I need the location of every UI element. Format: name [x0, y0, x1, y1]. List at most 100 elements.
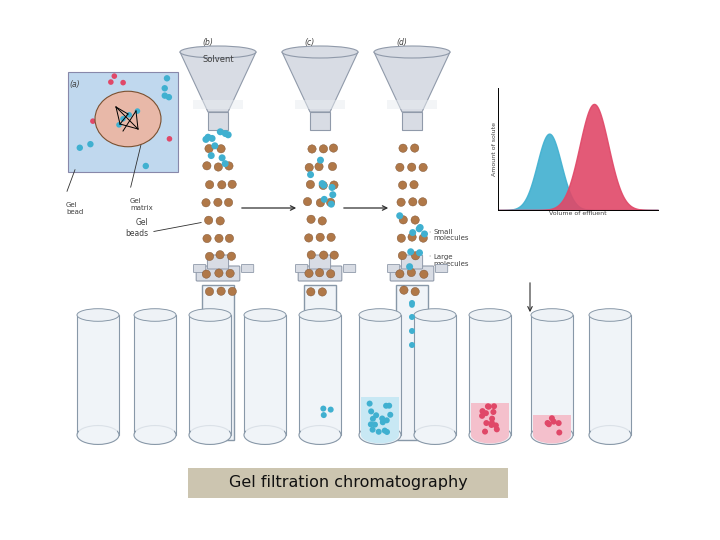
- FancyBboxPatch shape: [533, 419, 571, 435]
- Circle shape: [419, 163, 427, 172]
- Circle shape: [387, 412, 393, 418]
- Circle shape: [411, 252, 420, 260]
- Circle shape: [410, 144, 419, 152]
- FancyBboxPatch shape: [361, 397, 399, 435]
- Circle shape: [222, 160, 229, 167]
- Text: Gel
matrix: Gel matrix: [130, 198, 153, 211]
- FancyBboxPatch shape: [295, 100, 345, 109]
- Circle shape: [316, 199, 325, 207]
- Circle shape: [216, 217, 225, 225]
- Circle shape: [204, 134, 212, 141]
- Circle shape: [320, 406, 326, 411]
- FancyBboxPatch shape: [295, 265, 307, 273]
- Circle shape: [305, 164, 313, 172]
- Ellipse shape: [414, 309, 456, 321]
- Circle shape: [205, 145, 213, 153]
- Ellipse shape: [361, 427, 399, 443]
- Circle shape: [101, 128, 107, 133]
- FancyBboxPatch shape: [402, 255, 423, 269]
- Ellipse shape: [374, 46, 450, 58]
- Circle shape: [384, 429, 390, 435]
- Circle shape: [399, 144, 408, 152]
- Circle shape: [308, 145, 316, 153]
- FancyBboxPatch shape: [304, 285, 336, 440]
- Circle shape: [202, 270, 210, 278]
- FancyBboxPatch shape: [134, 315, 176, 435]
- Circle shape: [397, 234, 405, 242]
- Circle shape: [419, 234, 428, 242]
- FancyBboxPatch shape: [310, 112, 330, 130]
- Circle shape: [142, 111, 148, 117]
- Circle shape: [143, 163, 149, 169]
- Ellipse shape: [359, 426, 401, 444]
- Circle shape: [76, 145, 83, 151]
- Circle shape: [145, 134, 152, 141]
- Circle shape: [316, 233, 324, 241]
- Circle shape: [479, 413, 485, 419]
- Circle shape: [328, 163, 337, 171]
- FancyBboxPatch shape: [469, 315, 511, 435]
- Ellipse shape: [95, 91, 161, 147]
- Y-axis label: Amount of solute: Amount of solute: [492, 122, 497, 176]
- Circle shape: [328, 407, 333, 413]
- Circle shape: [408, 233, 416, 241]
- Ellipse shape: [189, 426, 231, 444]
- Circle shape: [228, 252, 235, 260]
- Ellipse shape: [469, 309, 511, 321]
- Circle shape: [328, 201, 335, 208]
- Circle shape: [215, 234, 223, 242]
- Circle shape: [205, 180, 214, 189]
- Ellipse shape: [134, 426, 176, 444]
- Circle shape: [112, 131, 119, 138]
- FancyBboxPatch shape: [196, 266, 240, 281]
- Circle shape: [379, 415, 385, 422]
- Circle shape: [207, 152, 215, 159]
- Circle shape: [382, 428, 388, 434]
- FancyBboxPatch shape: [387, 265, 400, 273]
- Circle shape: [408, 163, 416, 171]
- Circle shape: [202, 136, 210, 143]
- FancyBboxPatch shape: [533, 415, 571, 435]
- Circle shape: [147, 102, 153, 108]
- Circle shape: [399, 215, 408, 224]
- Circle shape: [409, 314, 415, 320]
- FancyBboxPatch shape: [241, 265, 253, 273]
- FancyBboxPatch shape: [402, 112, 422, 130]
- Circle shape: [205, 252, 214, 261]
- FancyBboxPatch shape: [191, 419, 229, 435]
- Circle shape: [489, 420, 495, 426]
- Circle shape: [307, 288, 315, 296]
- Circle shape: [556, 420, 562, 426]
- Circle shape: [370, 416, 376, 422]
- Circle shape: [166, 94, 172, 100]
- Circle shape: [217, 129, 224, 136]
- Circle shape: [417, 224, 423, 231]
- FancyBboxPatch shape: [68, 72, 178, 172]
- Circle shape: [409, 300, 415, 306]
- Ellipse shape: [299, 309, 341, 321]
- Circle shape: [315, 163, 323, 171]
- Circle shape: [483, 410, 489, 416]
- Text: (e): (e): [500, 96, 510, 105]
- FancyBboxPatch shape: [207, 255, 229, 269]
- FancyBboxPatch shape: [396, 285, 428, 440]
- Circle shape: [406, 263, 413, 270]
- FancyBboxPatch shape: [591, 419, 629, 435]
- Circle shape: [489, 416, 495, 422]
- Text: (b): (b): [202, 38, 213, 47]
- Circle shape: [409, 198, 417, 206]
- Circle shape: [416, 249, 423, 256]
- Circle shape: [420, 270, 428, 279]
- Circle shape: [215, 269, 223, 277]
- Circle shape: [549, 415, 555, 421]
- Text: Large
molecules: Large molecules: [433, 253, 469, 267]
- Circle shape: [319, 145, 328, 153]
- Circle shape: [120, 80, 126, 85]
- Circle shape: [214, 163, 222, 171]
- Circle shape: [493, 422, 499, 428]
- Circle shape: [386, 403, 392, 409]
- Circle shape: [398, 252, 407, 260]
- Ellipse shape: [471, 427, 509, 443]
- Circle shape: [225, 162, 233, 170]
- Circle shape: [87, 141, 94, 147]
